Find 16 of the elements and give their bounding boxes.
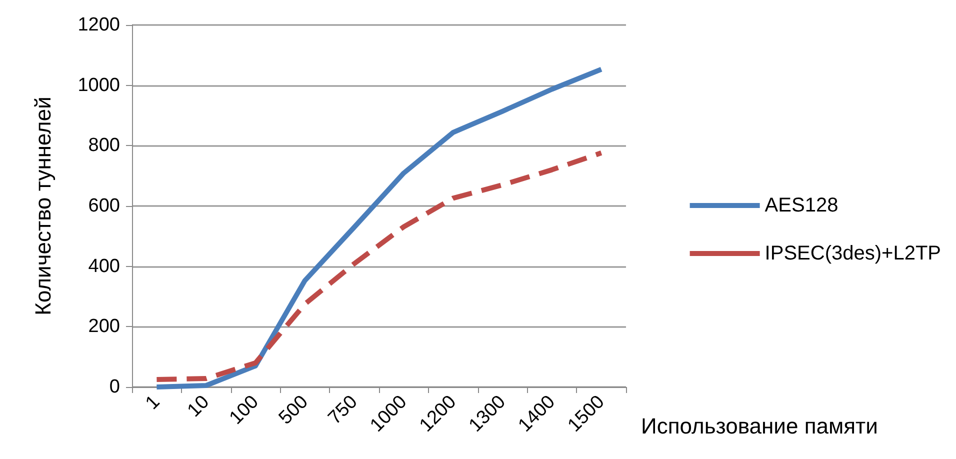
x-tick-label: 750 [324,392,362,429]
y-tick-label: 800 [88,135,120,156]
x-tick-label: 1 [142,392,164,414]
y-tick-label: 200 [88,316,120,338]
x-tick-label: 10 [184,392,214,422]
legend-label: AES128 [764,194,838,216]
y-tick-label: 0 [109,376,120,398]
x-axis-title: Использование памяти [641,414,878,438]
x-tick-label: 100 [226,392,263,429]
y-tick-label: 400 [88,256,120,277]
legend-label: IPSEC(3des)+L2TP [764,242,942,264]
x-tick-label: 500 [275,392,312,429]
y-tick-label: 1200 [78,14,120,36]
y-tick-label: 1000 [78,74,120,96]
y-axis-title: Количество туннелей [30,96,56,316]
y-tick-label: 600 [88,196,120,216]
